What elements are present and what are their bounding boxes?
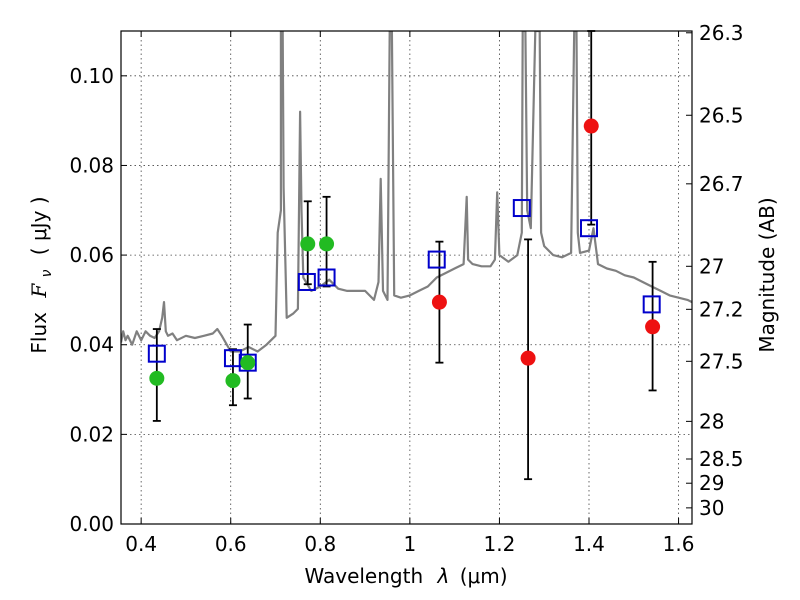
- y-axis-label-text: Flux: [27, 312, 51, 354]
- x-axis-label-symbol: λ: [437, 564, 450, 588]
- y-tick-label: 0.04: [69, 333, 114, 357]
- grid: [121, 31, 692, 525]
- observed-flux-point: [583, 118, 599, 134]
- x-tick-label: 1.2: [484, 532, 516, 556]
- plot-frame: [120, 30, 693, 525]
- observed-flux-point: [431, 294, 447, 310]
- observed-flux-point: [520, 350, 536, 366]
- y-tick-label: 0.10: [69, 64, 114, 88]
- mag-tick-label: 26.7: [699, 172, 744, 196]
- x-tick-label: 0.8: [304, 532, 336, 556]
- y-axis-label: Flux F ν ( μJy ): [27, 196, 56, 353]
- marker-layer: [147, 118, 661, 389]
- observed-flux-point: [645, 319, 661, 335]
- model-photometry-square: [238, 353, 257, 372]
- observed-flux-point: [319, 236, 335, 252]
- model-photometry-square: [427, 250, 446, 269]
- model-photometry-square: [642, 295, 661, 314]
- mag-tick-label: 27.5: [699, 349, 744, 373]
- x-axis-label-text: Wavelength: [304, 564, 423, 588]
- observed-flux-point: [225, 373, 241, 389]
- y-axis-label-symbol: F: [27, 283, 51, 299]
- spectrum-line: [121, 31, 692, 353]
- y-axis-right-label: Magnitude (AB): [755, 197, 779, 352]
- model-photometry-square: [147, 344, 166, 363]
- spectrum-layer: [121, 31, 692, 353]
- mag-tick-label: 27.2: [699, 297, 744, 321]
- y-tick-label: 0.06: [69, 243, 114, 267]
- mag-tick-label: 29: [699, 471, 724, 495]
- y-axis-label-unit: ( μJy ): [27, 196, 51, 255]
- x-axis-label-unit: (μm): [460, 564, 508, 588]
- mag-tick-label: 28.5: [699, 447, 744, 471]
- model-photometry-square: [297, 272, 316, 291]
- model-photometry-square: [579, 219, 598, 238]
- x-tick-label: 0.6: [215, 532, 247, 556]
- x-axis-label: Wavelength λ (μm): [304, 564, 507, 588]
- y-tick-label: 0.02: [69, 422, 114, 446]
- mag-tick-label: 30: [699, 496, 724, 520]
- ticks: 0.4 0.6 0.8 1 1.2 1.4 1.6 0.00 0.02 0.04 0.06 0.08 0…: [69, 21, 743, 556]
- y-axis-label-subscript: ν: [39, 269, 55, 277]
- observed-flux-point: [149, 370, 165, 386]
- model-photometry-square: [317, 268, 336, 287]
- x-tick-label: 1.4: [573, 532, 605, 556]
- mag-tick-label: 28: [699, 409, 724, 433]
- model-photometry-square: [223, 349, 242, 368]
- x-tick-label: 1.6: [663, 532, 695, 556]
- mag-tick-label: 26.5: [699, 103, 744, 127]
- y-tick-label: 0.00: [69, 512, 114, 536]
- x-tick-label: 1: [403, 532, 416, 556]
- observed-flux-point: [240, 355, 256, 371]
- model-photometry-square: [512, 199, 531, 218]
- y-tick-label: 0.08: [69, 153, 114, 177]
- mag-tick-label: 26.3: [699, 21, 744, 45]
- observed-flux-point: [300, 236, 316, 252]
- mag-tick-label: 27: [699, 254, 724, 278]
- x-tick-label: 0.4: [125, 532, 157, 556]
